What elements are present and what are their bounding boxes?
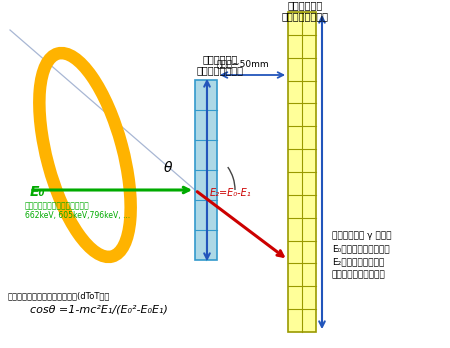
Text: 第一面検出器: 第一面検出器 — [202, 54, 238, 64]
Text: 各チャンネルで波高分析を行う(dToT法）: 各チャンネルで波高分析を行う(dToT法） — [8, 291, 110, 300]
Text: E₂=E₀-E₁: E₂=E₀-E₁ — [210, 188, 252, 198]
Text: 第二面検出器: 第二面検出器 — [288, 0, 323, 10]
Text: E₀: E₀ — [30, 185, 45, 199]
Text: （吸収体検出器）: （吸収体検出器） — [282, 11, 328, 21]
Text: （散乱体検出器）: （散乱体検出器） — [197, 65, 243, 75]
Text: 測定する必要はない。: 測定する必要はない。 — [332, 270, 386, 279]
Text: cosθ =1-mc²E₁/(E₀²-E₀E₁): cosθ =1-mc²E₁/(E₀²-E₀E₁) — [30, 305, 168, 315]
Text: θ: θ — [164, 161, 172, 175]
Text: 可能性のある線源は限定される: 可能性のある線源は限定される — [25, 201, 90, 210]
Text: E₂をそれほど正確に: E₂をそれほど正確に — [332, 257, 384, 266]
Bar — [288, 12, 316, 332]
Text: 放射能からの γ 線など: 放射能からの γ 線など — [332, 231, 392, 240]
Text: 距離：~50mm: 距離：~50mm — [217, 59, 269, 68]
Bar — [195, 80, 217, 260]
Text: 662keV, 605keV,796keV, ...: 662keV, 605keV,796keV, ... — [25, 211, 130, 220]
Text: E₀が概ね既知であれば: E₀が概ね既知であれば — [332, 244, 390, 253]
